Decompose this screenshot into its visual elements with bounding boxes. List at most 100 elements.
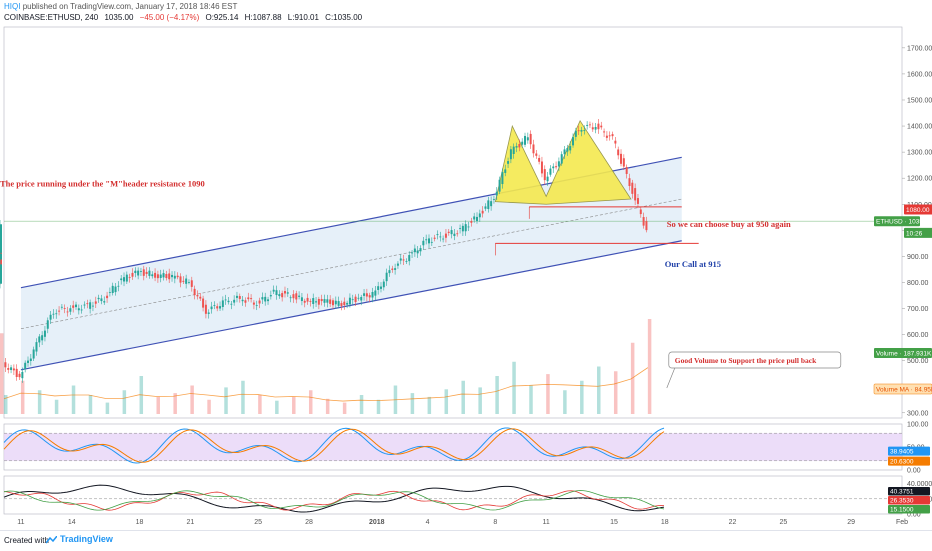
candle-body <box>549 168 552 175</box>
candle-body <box>436 234 439 236</box>
volume-bar <box>342 402 347 414</box>
price-tick-label: 1400.00 <box>907 124 932 131</box>
candle-body <box>588 124 591 126</box>
time-tick-label: 4 <box>426 519 430 526</box>
volume-bar <box>630 342 635 414</box>
candle-body <box>416 250 419 254</box>
adx-label-box <box>888 487 930 496</box>
candle-body <box>216 306 219 309</box>
candle-body <box>145 271 148 274</box>
dmi-tick-label: 0.00 <box>907 512 921 519</box>
candle-body <box>111 285 114 294</box>
candle-body <box>405 261 408 262</box>
candle-body <box>348 297 351 305</box>
candle-body <box>18 373 21 378</box>
candle-body <box>340 303 343 306</box>
candle-body <box>176 275 179 278</box>
candle-body <box>275 290 278 296</box>
candle-body <box>408 255 411 262</box>
annotation-text: Our Call at 915 <box>665 259 721 269</box>
channel-lower-line <box>20 240 682 371</box>
candle-body <box>636 198 639 204</box>
candle-body <box>300 297 303 302</box>
candle-body <box>625 167 628 174</box>
dmi-pane-border <box>3 475 903 515</box>
volume-bar <box>122 390 127 414</box>
candle-body <box>244 300 247 303</box>
candle-body <box>591 127 594 130</box>
candle-body <box>343 301 346 306</box>
candle-body <box>283 291 286 294</box>
candle-body <box>100 298 103 302</box>
candle-body <box>269 295 272 297</box>
stoch-tick-label: 0.00 <box>907 468 921 475</box>
di-minus-label-box <box>888 496 930 505</box>
candle-body <box>642 217 645 226</box>
tradingview-brand[interactable]: TradingView <box>60 534 113 544</box>
volume-bar <box>54 399 59 414</box>
volume-bar <box>20 380 25 414</box>
candle-body <box>182 280 185 282</box>
candle-body <box>360 296 363 301</box>
candle-body <box>4 362 7 368</box>
candle-body <box>569 146 572 151</box>
candle-body <box>97 297 100 300</box>
candle-body <box>538 157 541 162</box>
high-value: H:1087.88 <box>244 13 282 22</box>
candle-body <box>12 368 15 371</box>
volume-bar <box>444 389 449 414</box>
candle-body <box>207 312 210 314</box>
time-tick-label: 21 <box>186 519 194 526</box>
candle-body <box>261 297 264 300</box>
candle-body <box>368 295 371 298</box>
volume-bar <box>495 376 499 414</box>
volume-bar <box>37 390 42 414</box>
candle-body <box>365 293 368 297</box>
footer: Created with TradingView <box>0 530 932 551</box>
price-label-box <box>904 227 932 238</box>
candle-body <box>411 252 414 254</box>
candle-body <box>555 166 558 168</box>
candle-body <box>481 210 484 214</box>
candle-body <box>24 362 27 370</box>
candle-body <box>337 301 340 306</box>
volume-bar <box>224 387 228 414</box>
candle-body <box>552 166 555 169</box>
di-minus-label: 26.3530 <box>890 498 914 505</box>
volume-ma-label-box <box>873 383 932 395</box>
candle-body <box>137 270 140 276</box>
di-minus-line <box>3 490 665 511</box>
candle-body <box>453 233 456 237</box>
price-tick-label: 1700.00 <box>907 45 932 52</box>
candle-body <box>289 297 292 299</box>
candle-body <box>317 298 320 305</box>
candle-body <box>252 302 255 305</box>
price-tick-label: 900.00 <box>907 254 929 261</box>
price-tick-label: 300.00 <box>907 410 929 417</box>
candle-body <box>128 277 131 279</box>
volume-bar <box>275 400 279 414</box>
price-chart[interactable]: 300.00400.00500.00600.00700.00800.00900.… <box>0 0 932 530</box>
candle-body <box>173 275 176 279</box>
last-price: 1035.00 <box>104 13 134 22</box>
volume-bar <box>105 402 110 414</box>
author-link[interactable]: HIQI <box>4 2 21 11</box>
candle-body <box>0 264 2 270</box>
volume-bar <box>156 396 160 414</box>
candle-body <box>250 298 253 300</box>
candle-body <box>444 233 447 238</box>
volume-ma-line <box>3 367 649 402</box>
candle-body <box>518 144 521 148</box>
low-value: L:910.01 <box>287 13 319 22</box>
candle-body <box>117 285 120 287</box>
candle-body <box>190 280 193 287</box>
candle-body <box>331 300 334 306</box>
candle-body <box>354 296 357 303</box>
volume-bar <box>173 393 177 414</box>
candle-body <box>238 296 241 299</box>
candle-body <box>484 206 487 209</box>
stoch-d-line <box>3 428 665 463</box>
candle-body <box>199 296 202 299</box>
candle-body <box>32 349 35 359</box>
volume-bar <box>376 399 381 414</box>
